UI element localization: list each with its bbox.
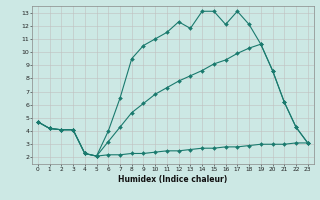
X-axis label: Humidex (Indice chaleur): Humidex (Indice chaleur) (118, 175, 228, 184)
